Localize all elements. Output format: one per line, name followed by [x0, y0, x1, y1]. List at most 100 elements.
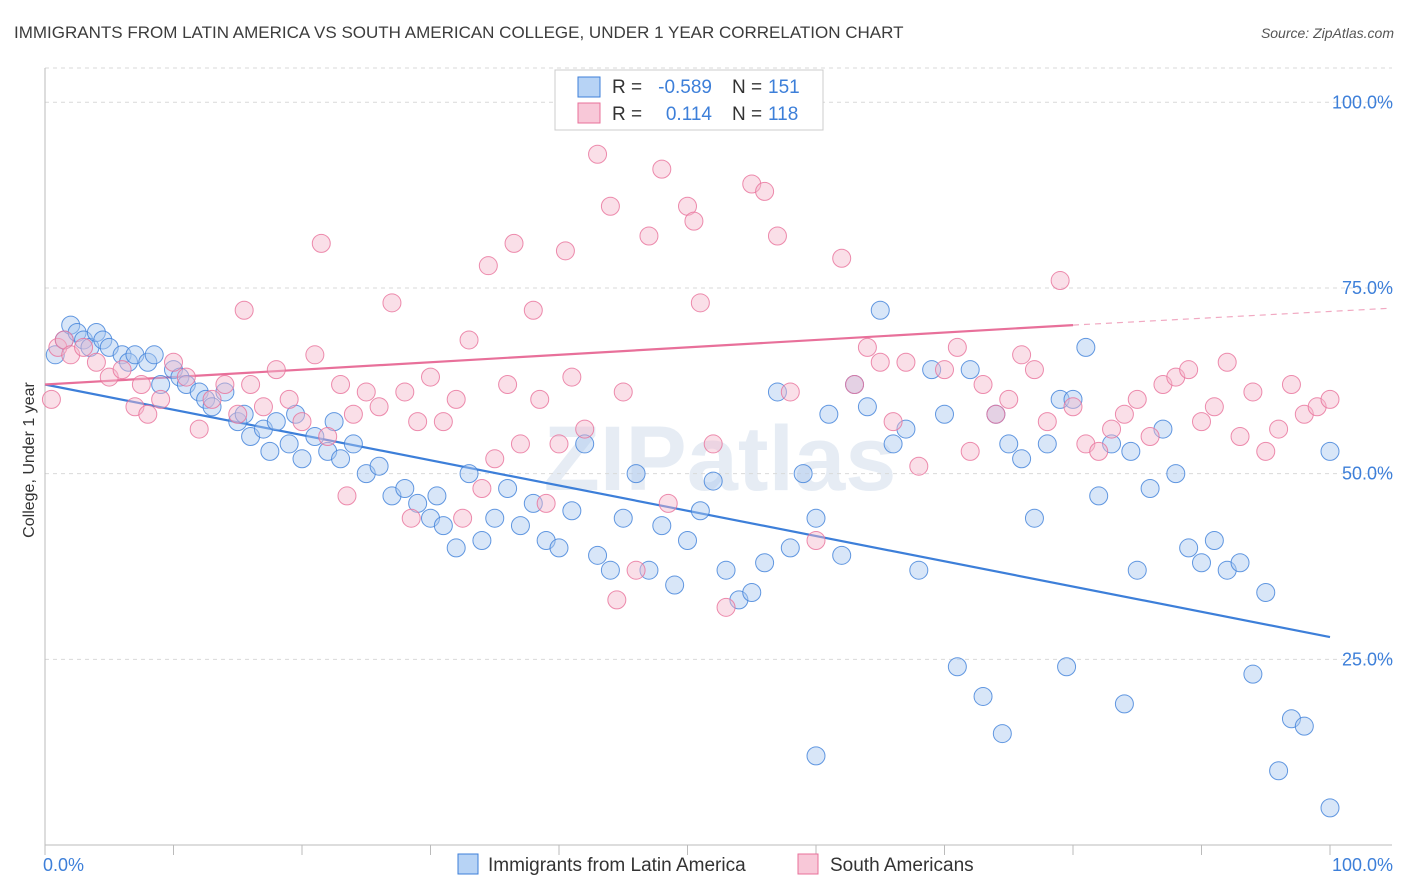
- point-south-american: [960, 441, 980, 461]
- point-latin-america: [485, 508, 505, 528]
- point-south-american: [716, 597, 736, 617]
- point-south-american: [832, 248, 852, 268]
- point-latin-america: [1114, 694, 1134, 714]
- point-south-american: [112, 360, 132, 380]
- trend-line-latin-america: [44, 383, 1331, 639]
- point-south-american: [767, 226, 787, 246]
- point-latin-america: [1127, 560, 1147, 580]
- watermark: ZIPatlas: [544, 408, 897, 510]
- point-latin-america: [498, 478, 518, 498]
- bottom-legend: Immigrants from Latin America South Amer…: [457, 853, 974, 876]
- point-south-american: [639, 226, 659, 246]
- legend-n-label: N =: [732, 77, 762, 98]
- point-latin-america: [433, 516, 453, 536]
- point-south-american: [472, 478, 492, 498]
- trend-line-south-american: [44, 323, 1074, 386]
- point-latin-america: [1204, 530, 1224, 550]
- axes: 25.0% 50.0% 75.0% 100.0% 0.0% 100.0%: [43, 68, 1393, 875]
- point-south-american: [1269, 419, 1289, 439]
- point-latin-america: [819, 404, 839, 424]
- point-south-american: [305, 345, 325, 365]
- point-south-american: [549, 434, 569, 454]
- point-latin-america: [1179, 538, 1199, 558]
- point-latin-america: [832, 545, 852, 565]
- trend-lines: [44, 307, 1391, 639]
- point-latin-america: [369, 456, 389, 476]
- point-south-american: [331, 375, 351, 395]
- point-latin-america: [1230, 553, 1250, 573]
- point-south-american: [485, 449, 505, 469]
- y-tick-label: 25.0%: [1342, 649, 1393, 669]
- bottom-legend-swatch-pink: [797, 853, 819, 875]
- point-south-american: [1012, 345, 1032, 365]
- point-latin-america: [1256, 582, 1276, 602]
- point-south-american: [202, 389, 222, 409]
- point-south-american: [510, 434, 530, 454]
- point-south-american: [947, 337, 967, 357]
- point-south-american: [408, 412, 428, 432]
- bottom-legend-swatch-blue: [457, 853, 479, 875]
- point-latin-america: [870, 300, 890, 320]
- point-south-american: [253, 397, 273, 417]
- point-latin-america: [806, 746, 826, 766]
- point-latin-america: [1320, 798, 1340, 818]
- point-latin-america: [806, 508, 826, 528]
- point-latin-america: [1243, 664, 1263, 684]
- point-south-american: [478, 256, 498, 276]
- point-south-american: [337, 486, 357, 506]
- point-south-american: [176, 367, 196, 387]
- point-latin-america: [665, 575, 685, 595]
- y-tick-label: 50.0%: [1342, 464, 1393, 484]
- point-latin-america: [1294, 716, 1314, 736]
- point-south-american: [1050, 271, 1070, 291]
- point-south-american: [806, 530, 826, 550]
- point-south-american: [421, 367, 440, 387]
- point-south-american: [446, 389, 466, 409]
- point-south-american: [1140, 427, 1160, 447]
- point-latin-america: [45, 345, 65, 365]
- point-south-american: [909, 456, 929, 476]
- point-south-american: [1179, 360, 1199, 380]
- point-latin-america: [999, 434, 1019, 454]
- point-latin-america: [119, 352, 139, 372]
- point-latin-america: [588, 545, 608, 565]
- point-south-american: [279, 389, 299, 409]
- point-latin-america: [228, 412, 248, 432]
- y-tick-label: 100.0%: [1332, 92, 1393, 112]
- point-latin-america: [716, 560, 736, 580]
- point-south-american: [401, 508, 421, 528]
- point-south-american: [986, 404, 1006, 424]
- point-latin-america: [138, 352, 158, 372]
- point-latin-america: [909, 560, 929, 580]
- x-tick-label: 100.0%: [1332, 855, 1393, 875]
- point-south-american: [755, 181, 775, 201]
- point-latin-america: [279, 434, 299, 454]
- point-south-american: [870, 352, 890, 372]
- point-latin-america: [446, 538, 466, 558]
- point-south-american: [652, 159, 672, 179]
- point-latin-america: [1012, 449, 1032, 469]
- point-south-american: [215, 375, 235, 395]
- point-south-american: [433, 412, 453, 432]
- point-south-american: [1230, 427, 1250, 447]
- point-south-american: [1281, 375, 1301, 395]
- point-south-american: [600, 196, 620, 216]
- point-south-american: [896, 352, 916, 372]
- point-south-american: [131, 375, 151, 395]
- point-latin-america: [266, 412, 286, 432]
- point-latin-america: [703, 471, 723, 491]
- point-south-american: [382, 293, 402, 313]
- point-south-american: [498, 375, 518, 395]
- point-south-american: [74, 337, 94, 357]
- legend-box: R = -0.589 N = 151 R = 0.114 N = 118: [554, 69, 824, 131]
- point-latin-america: [144, 345, 164, 365]
- point-latin-america: [331, 449, 351, 469]
- point-latin-america: [613, 508, 633, 528]
- legend-n-value: 118: [768, 104, 798, 125]
- point-south-american: [86, 352, 106, 372]
- bottom-legend-label-blue: Immigrants from Latin America: [488, 855, 746, 876]
- point-latin-america: [151, 375, 171, 395]
- point-south-american: [1320, 389, 1340, 409]
- point-south-american: [1063, 397, 1083, 417]
